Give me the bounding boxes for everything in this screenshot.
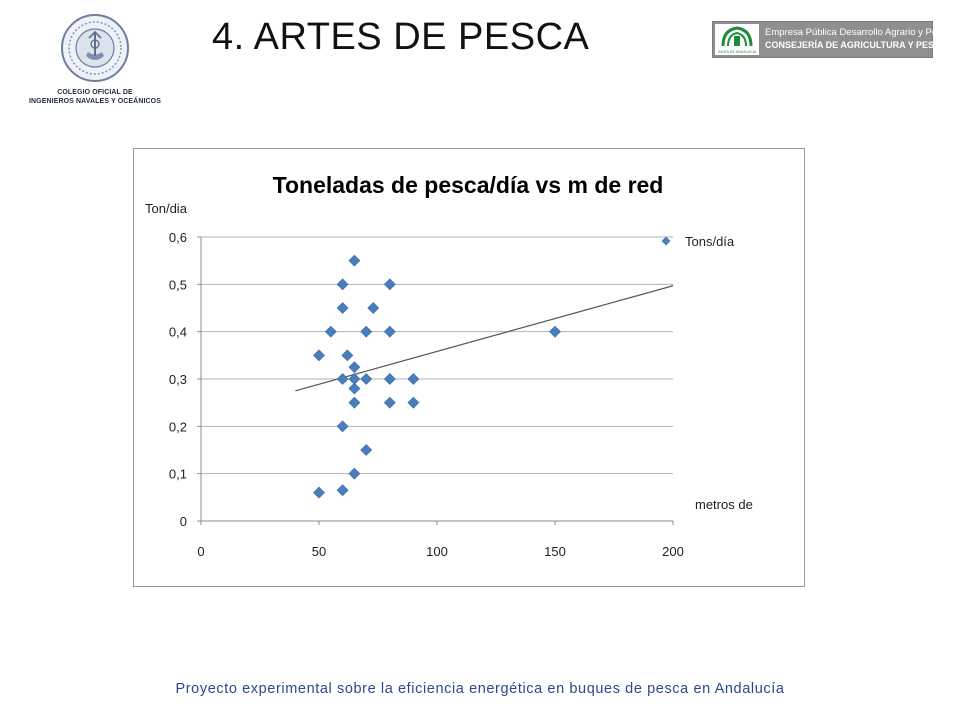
college-logo: COLEGIO OFICIAL DE INGENIEROS NAVALES Y … [15, 6, 175, 110]
college-seal-icon [61, 14, 129, 82]
x-tick-label: 100 [426, 544, 448, 559]
grid-lines [201, 236, 673, 475]
x-axis-label: metros de [695, 497, 753, 512]
axes [197, 236, 674, 525]
data-point [360, 325, 373, 338]
agency-logo-banner: JUNTA DE ANDALUCIA Empresa Pública Desar… [712, 21, 960, 58]
x-tick-label: 50 [312, 544, 326, 559]
data-point [336, 420, 349, 433]
x-tick-label: 150 [544, 544, 566, 559]
agency-name-line1: Empresa Pública Desarrollo Agrario y Pes… [765, 27, 960, 38]
agency-name-line2: CONSEJERÍA DE AGRICULTURA Y PESCA [765, 40, 948, 50]
data-point [313, 349, 325, 362]
tick-labels: 0 0,1 0,2 0,3 0,4 0,5 0,6 0 50 100 150 200 [169, 230, 684, 559]
trendline-layer [295, 285, 674, 392]
data-point [383, 373, 396, 385]
data-point [336, 302, 349, 314]
data-point [336, 278, 349, 291]
data-point [348, 467, 361, 480]
data-point [383, 396, 396, 409]
y-tick-label: 0,3 [169, 372, 187, 387]
data-point [336, 484, 349, 497]
data-point [348, 396, 361, 409]
y-tick-label: 0,2 [169, 419, 187, 434]
data-point [407, 373, 420, 385]
data-point [348, 361, 361, 374]
data-point [313, 486, 325, 499]
college-name-line2: INGENIEROS NAVALES Y OCEÁNICOS [28, 98, 161, 105]
data-point [348, 382, 361, 395]
data-point [383, 278, 396, 291]
emblem-caption: JUNTA DE ANDALUCIA [718, 50, 757, 54]
y-tick-label: 0,5 [169, 277, 187, 292]
y-tick-label: 0 [180, 514, 187, 529]
data-point [383, 325, 396, 338]
footer-text: Proyecto experimental sobre la eficienci… [175, 681, 785, 697]
x-tick-label: 200 [662, 544, 684, 559]
data-point [360, 444, 373, 456]
junta-emblem-icon: JUNTA DE ANDALUCIA [718, 26, 757, 54]
chart-title: Toneladas de pesca/día vs m de red [273, 172, 664, 198]
data-point [324, 325, 337, 338]
trendline [295, 285, 674, 392]
legend-label: Tons/día [685, 234, 735, 249]
y-tick-label: 0,1 [169, 467, 187, 482]
legend: Tons/día [661, 234, 735, 249]
x-tick-label: 0 [197, 544, 204, 559]
legend-marker-diamond-icon [661, 236, 671, 246]
page-title: 4. ARTES DE PESCA [212, 16, 590, 58]
data-point [367, 302, 380, 314]
data-point [348, 373, 361, 385]
data-point [360, 373, 373, 385]
college-name-line1: COLEGIO OFICIAL DE [57, 89, 133, 96]
data-points [313, 254, 561, 499]
junta-andalucia-emblem: JUNTA DE ANDALUCIA [715, 24, 759, 55]
y-axis-label: Ton/dia [145, 201, 188, 216]
chart-svg: Toneladas de pesca/día vs m de red Ton/d… [145, 172, 753, 559]
data-point [549, 325, 561, 338]
y-tick-label: 0,4 [169, 325, 187, 340]
data-point [407, 396, 420, 409]
data-point [336, 373, 349, 385]
y-tick-label: 0,6 [169, 230, 187, 245]
data-point [341, 349, 354, 362]
scatter-chart: Toneladas de pesca/día vs m de red Ton/d… [133, 148, 805, 587]
data-point [348, 254, 361, 267]
